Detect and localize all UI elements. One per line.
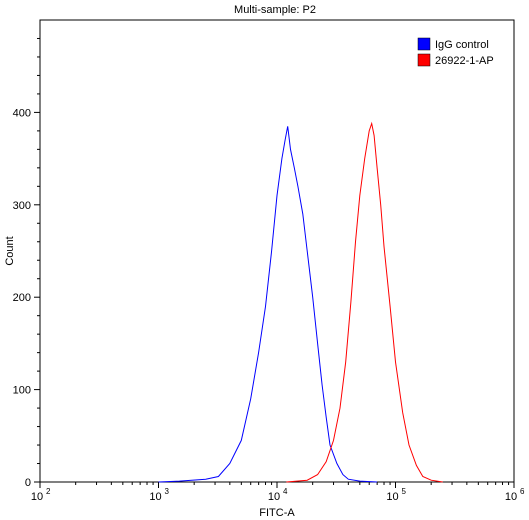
x-tick-label: 10 bbox=[149, 491, 161, 503]
legend-label: 26922-1-AP bbox=[435, 55, 494, 67]
legend-swatch bbox=[417, 53, 431, 67]
x-axis-label: FITC-A bbox=[259, 507, 295, 519]
y-axis: 0 100 200 300 400 bbox=[13, 37, 40, 489]
x-tick-label: 10 bbox=[386, 491, 398, 503]
x-tick-label: 10 bbox=[31, 491, 43, 503]
y-tick-label: 200 bbox=[13, 292, 31, 304]
y-tick-label: 300 bbox=[13, 200, 31, 212]
x-axis: 10 2 10 3 10 4 10 5 10 6 bbox=[31, 482, 525, 503]
x-tick-label-exponent: 6 bbox=[520, 487, 525, 496]
x-tick-label-exponent: 4 bbox=[283, 487, 288, 496]
series-layer bbox=[158, 121, 443, 483]
y-tick-label: 0 bbox=[25, 477, 31, 489]
x-tick-label-exponent: 2 bbox=[46, 487, 51, 496]
x-tick-label-exponent: 5 bbox=[402, 487, 407, 496]
chart-title: Multi-sample: P2 bbox=[234, 4, 316, 16]
legend: IgG control 26922-1-AP bbox=[417, 37, 494, 67]
y-tick-label: 100 bbox=[13, 385, 31, 397]
series-line-1 bbox=[158, 126, 378, 483]
legend-swatch bbox=[417, 37, 431, 51]
x-tick-label: 10 bbox=[505, 491, 517, 503]
x-tick-label-exponent: 3 bbox=[165, 487, 170, 496]
series-line-2 bbox=[286, 121, 443, 483]
plot-frame bbox=[39, 19, 515, 483]
legend-label: IgG control bbox=[435, 39, 489, 51]
y-axis-label: Count bbox=[4, 236, 16, 265]
y-tick-label: 400 bbox=[13, 107, 31, 119]
x-tick-label: 10 bbox=[268, 491, 280, 503]
